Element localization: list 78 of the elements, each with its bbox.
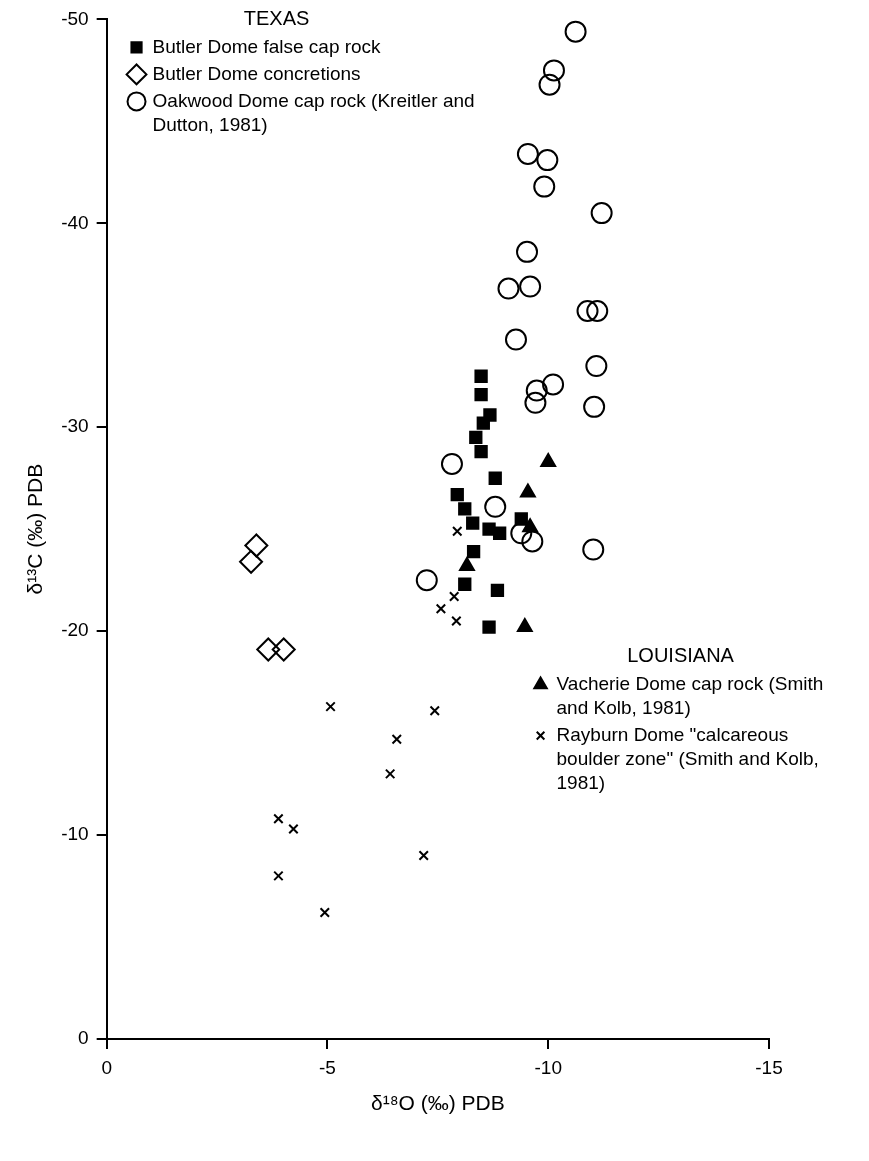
annotation: TEXAS [243,6,310,29]
point [492,526,507,540]
point [585,355,608,378]
point [482,522,496,536]
y-tick-label: -40 [61,211,89,233]
point [256,637,281,662]
point [510,522,533,545]
point [582,538,605,561]
point [288,823,299,835]
y-tick-label: -20 [61,619,89,641]
point [519,275,542,298]
point [576,300,599,323]
x-tick-label: -5 [318,1056,336,1078]
point [514,512,528,526]
point [521,530,544,553]
point [452,526,463,537]
point [536,149,559,172]
point [516,240,539,263]
x-tick-label: -10 [534,1056,562,1078]
point [488,471,502,485]
point [273,813,284,825]
point [450,487,464,502]
point [458,577,472,591]
point [273,870,284,882]
point [533,175,556,198]
x-axis-title: δ¹⁸O (‰) PDB [370,1091,505,1115]
point [476,416,490,430]
point [415,569,438,592]
point [564,20,587,43]
y-axis-title: δ¹³C (‰) PDB [23,463,47,595]
point [497,277,520,300]
legend-label: Oakwood Dome cap rock (Kreitler and Dutton, 1981) [152,89,475,135]
point [542,373,565,396]
point [448,591,460,602]
legend-label: Butler Dome concretions [152,62,361,84]
point [271,637,296,662]
point [490,583,505,598]
point [440,452,463,475]
point [325,701,336,712]
legend-label: Butler Dome false cap rock [152,35,382,57]
point [391,734,403,745]
y-tick-label: -10 [61,823,89,845]
point [474,387,488,402]
point [451,615,462,627]
point [239,549,264,574]
point [524,391,547,414]
point [538,73,561,96]
legend-label: Rayburn Dome "calcareous boulder zone" (Smith and Kolb, 1981) [556,723,819,793]
point [516,142,539,165]
point [429,705,440,716]
point [504,328,527,351]
y-tick-label: -30 [61,415,89,437]
point [244,533,269,558]
point [583,395,606,418]
point [435,603,447,614]
point [525,379,548,402]
point [469,430,483,445]
annotation: LOUISIANA [627,644,735,667]
point [482,620,496,634]
point [458,502,472,516]
point [516,618,533,633]
y-tick-label: 0 [78,1027,89,1049]
point [474,369,488,383]
point [319,907,331,918]
point [466,516,480,530]
point [384,768,396,780]
point [484,495,507,518]
point [542,59,565,82]
legend-label: Vacherie Dome cap rock (Smith and Kolb, 1981) [556,672,824,718]
x-tick-label: -15 [755,1056,783,1078]
point [519,483,536,498]
point [586,300,609,323]
point [474,445,488,459]
x-tick-label: 0 [101,1056,112,1078]
y-tick-label: -50 [61,7,89,29]
point [466,544,481,559]
point [418,850,429,861]
point [590,202,613,225]
